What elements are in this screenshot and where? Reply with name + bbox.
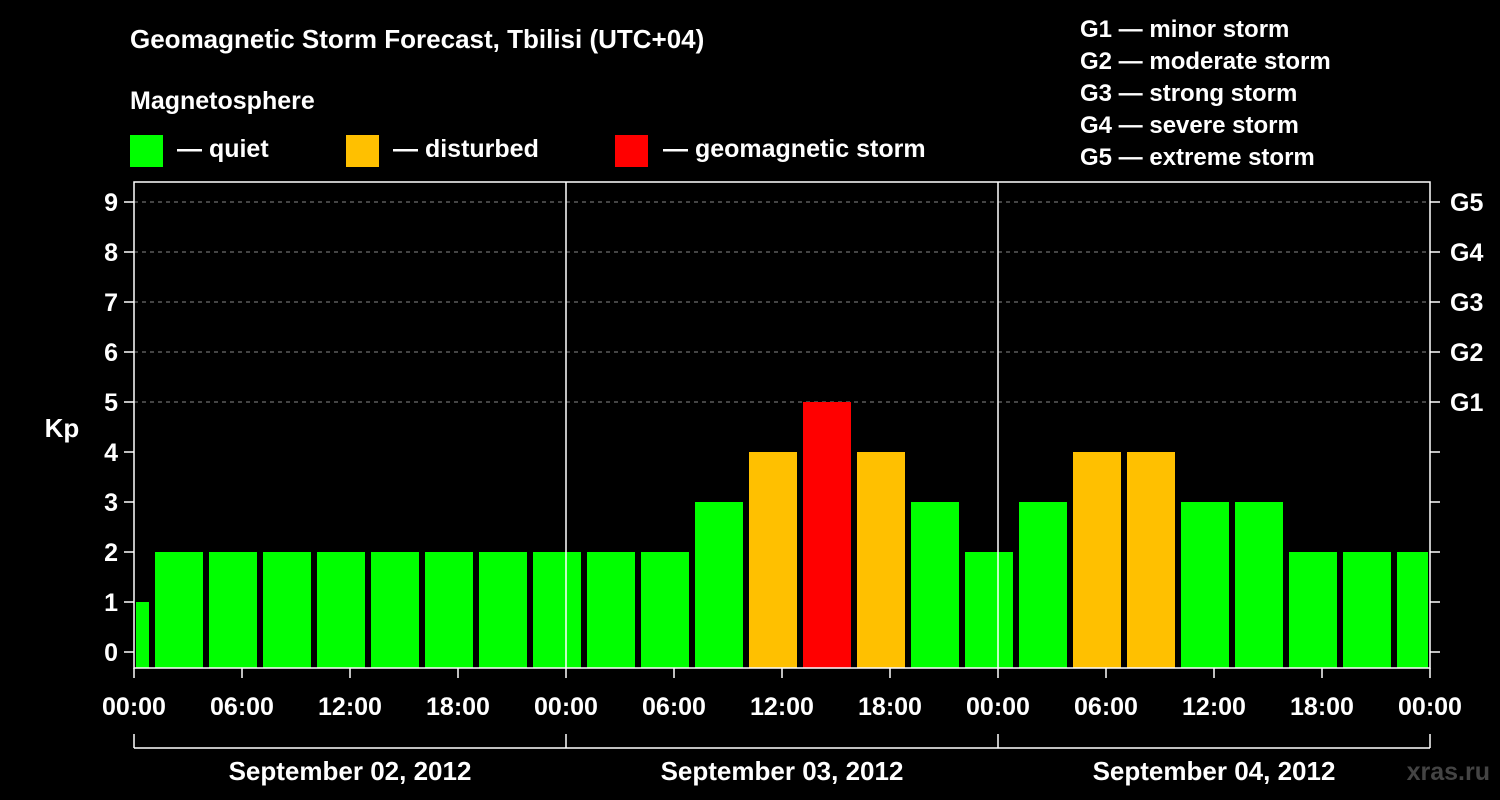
storm-scale-g3: G3 — strong storm	[1080, 80, 1297, 107]
storm-scale-g4: G4 — severe storm	[1080, 112, 1299, 139]
kp-bar	[1073, 452, 1121, 668]
grid-lines	[134, 201, 1430, 403]
kp-bar	[1289, 552, 1337, 668]
kp-bar	[1343, 552, 1391, 668]
storm-scale-g2: G2 — moderate storm	[1080, 48, 1331, 75]
kp-bar	[479, 552, 527, 668]
kp-bar	[911, 502, 959, 668]
bars	[136, 402, 1428, 668]
y-tick-label: 8	[104, 239, 118, 267]
y-tick-label: 6	[104, 339, 118, 367]
g-tick-label: G3	[1450, 289, 1483, 317]
day-label: September 03, 2012	[661, 756, 904, 786]
x-tick-label: 12:00	[750, 693, 814, 721]
x-tick-label: 00:00	[102, 693, 166, 721]
kp-bar	[1397, 552, 1428, 668]
storm-scale-g1: G1 — minor storm	[1080, 16, 1289, 43]
legend-swatch-quiet	[130, 135, 163, 167]
y-tick-label: 1	[104, 589, 118, 617]
kp-bar	[533, 552, 581, 668]
g-tick-label: G2	[1450, 339, 1483, 367]
kp-bar	[749, 452, 797, 668]
y-axis-label: Kp	[45, 413, 80, 443]
x-tick-label: 12:00	[318, 693, 382, 721]
kp-bar	[1181, 502, 1229, 668]
x-tick-label: 06:00	[1074, 693, 1138, 721]
day-label: September 02, 2012	[229, 756, 472, 786]
y-tick-label: 2	[104, 539, 118, 567]
storm-scale-g5: G5 — extreme storm	[1080, 144, 1315, 171]
g-tick-label: G1	[1450, 389, 1483, 417]
x-tick-label: 18:00	[858, 693, 922, 721]
storm-scale-list: G1 — minor storm G2 — moderate storm G3 …	[1080, 16, 1331, 171]
chart-title: Geomagnetic Storm Forecast, Tbilisi (UTC…	[130, 24, 704, 54]
kp-bar	[1235, 502, 1283, 668]
y-ticks: 0 1 2 3 4 5 6 7 8 9	[104, 189, 1440, 667]
g-tick-label: G5	[1450, 189, 1483, 217]
kp-bar	[641, 552, 689, 668]
kp-bar	[425, 552, 473, 668]
y-tick-label: 7	[104, 289, 118, 317]
legend: — quiet — disturbed — geomagnetic storm	[130, 135, 926, 167]
kp-bar	[1127, 452, 1175, 668]
kp-bar	[317, 552, 365, 668]
y-tick-label: 9	[104, 189, 118, 217]
x-tick-label: 00:00	[534, 693, 598, 721]
legend-swatch-storm	[615, 135, 648, 167]
x-tick-label: 18:00	[1290, 693, 1354, 721]
kp-bar	[803, 402, 851, 668]
y-tick-label: 4	[104, 439, 118, 467]
x-tick-label: 00:00	[1398, 693, 1462, 721]
day-labels: September 02, 2012 September 03, 2012 Sept…	[133, 734, 1431, 786]
x-tick-label: 06:00	[210, 693, 274, 721]
kp-bar	[965, 552, 1013, 668]
legend-title: Magnetosphere	[130, 87, 315, 115]
kp-bar	[371, 552, 419, 668]
x-tick-label: 06:00	[642, 693, 706, 721]
kp-bar	[209, 552, 257, 668]
y-tick-label: 5	[104, 389, 118, 417]
x-tick-label: 12:00	[1182, 693, 1246, 721]
kp-bar	[263, 552, 311, 668]
legend-label-storm: — geomagnetic storm	[663, 135, 926, 163]
kp-bar	[857, 452, 905, 668]
y-tick-label: 3	[104, 489, 118, 517]
kp-bar	[587, 552, 635, 668]
x-tick-label: 00:00	[966, 693, 1030, 721]
kp-bar	[136, 602, 149, 668]
legend-label-disturbed: — disturbed	[393, 135, 539, 163]
watermark: xras.ru	[1407, 758, 1490, 786]
x-ticks: 00:00 06:00 12:00 18:00 00:00 06:00 12:00 18:00…	[102, 668, 1462, 721]
x-tick-label: 18:00	[426, 693, 490, 721]
kp-bar	[155, 552, 203, 668]
g-tick-label: G4	[1450, 239, 1483, 267]
kp-bar	[1019, 502, 1067, 668]
day-label: September 04, 2012	[1093, 756, 1336, 786]
y-tick-label: 0	[104, 639, 118, 667]
g-ticks: G1 G2 G3 G4 G5	[1450, 189, 1483, 417]
legend-label-quiet: — quiet	[177, 135, 269, 163]
kp-bar	[695, 502, 743, 668]
legend-swatch-disturbed	[346, 135, 379, 167]
